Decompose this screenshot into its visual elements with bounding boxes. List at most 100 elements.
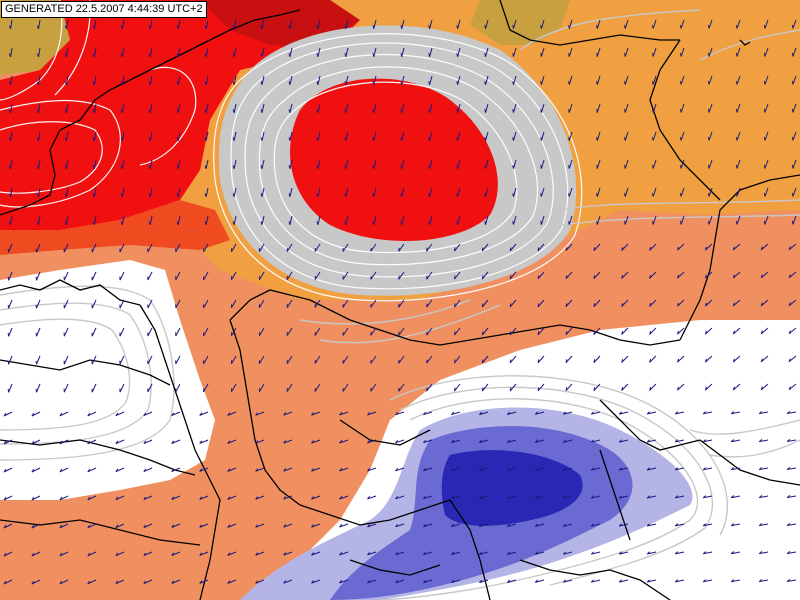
wind-vector-head — [680, 221, 682, 225]
wind-vector-head — [540, 193, 542, 197]
wind-vector-head — [372, 165, 375, 169]
wind-vector-icon — [283, 495, 293, 500]
wind-vector-icon — [677, 299, 685, 307]
wind-vector-icon — [286, 299, 293, 308]
wind-vector-icon — [231, 271, 237, 281]
wind-vector-icon — [203, 299, 209, 309]
red-orange-zone — [0, 200, 230, 255]
wind-vector-head — [92, 81, 95, 86]
wind-vector-icon — [429, 159, 433, 169]
wind-vector-head — [395, 579, 399, 584]
wind-vector-head — [92, 25, 95, 30]
wind-vector-icon — [788, 243, 797, 251]
wind-vector-head — [3, 552, 7, 557]
wind-vector-icon — [401, 215, 405, 225]
wind-vector-icon — [647, 467, 657, 471]
wind-vector-head — [512, 193, 514, 197]
wind-vector-icon — [345, 103, 349, 113]
wind-vector-icon — [568, 75, 573, 85]
wind-vector-head — [512, 81, 514, 85]
wind-vector-icon — [8, 327, 13, 337]
wind-vector-icon — [703, 551, 713, 555]
wind-vector-head — [3, 496, 7, 501]
wind-vector-icon — [788, 271, 797, 279]
wind-vector-icon — [759, 579, 769, 583]
wind-vector-head — [708, 136, 710, 141]
wind-vector-icon — [38, 47, 41, 57]
wind-vector-icon — [373, 75, 377, 85]
wind-vector-head — [120, 193, 123, 197]
wind-vector-icon — [3, 579, 13, 585]
wind-vector-icon — [593, 355, 601, 363]
wind-vector-icon — [147, 271, 153, 281]
wind-vector-head — [596, 221, 598, 225]
wind-vector-head — [8, 137, 12, 142]
wind-vector-icon — [283, 579, 293, 584]
wind-vector-head — [36, 137, 39, 142]
wind-vector-icon — [87, 523, 97, 529]
wind-vector-head — [624, 25, 626, 29]
wind-vector-icon — [149, 131, 153, 141]
wind-vector-icon — [283, 551, 293, 556]
wind-vector-icon — [732, 299, 741, 307]
wind-vector-icon — [199, 467, 209, 472]
wind-vector-head — [148, 25, 151, 29]
wind-vector-icon — [537, 243, 545, 252]
wind-vector-icon — [205, 103, 209, 113]
wind-vector-head — [702, 523, 707, 527]
wind-vector-head — [454, 331, 456, 336]
wind-vector-icon — [736, 159, 741, 169]
wind-vector-head — [395, 439, 399, 444]
wind-vector-icon — [205, 47, 209, 57]
wind-vector-head — [590, 439, 595, 443]
wind-vector-head — [36, 81, 39, 86]
wind-vector-icon — [203, 355, 209, 365]
wind-vector-icon — [677, 327, 685, 335]
wind-vector-head — [590, 579, 595, 583]
wind-vector-icon — [91, 243, 97, 253]
wind-vector-head — [255, 496, 259, 500]
wind-vector-icon — [759, 551, 769, 555]
wind-vector-head — [367, 439, 371, 444]
wind-vector-icon — [311, 467, 321, 472]
wind-vector-icon — [513, 131, 517, 141]
wind-vector-icon — [591, 551, 601, 555]
wind-vector-head — [288, 193, 291, 197]
wind-vector-head — [31, 440, 35, 445]
wind-vector-head — [339, 468, 343, 472]
wind-vector-icon — [624, 215, 629, 225]
wind-vector-icon — [395, 523, 405, 528]
wind-vector-head — [148, 53, 151, 57]
wind-vector-icon — [3, 439, 13, 445]
wind-vector-head — [730, 579, 735, 583]
wind-vector-head — [735, 164, 738, 169]
wind-vector-head — [423, 551, 427, 556]
wind-vector-head — [199, 496, 203, 500]
wind-vector-icon — [87, 467, 97, 473]
wind-vector-head — [763, 192, 766, 197]
wind-vector-icon — [373, 103, 377, 113]
wind-vector-icon — [175, 299, 181, 309]
wind-vector-head — [479, 579, 483, 583]
wind-vector-head — [176, 81, 179, 85]
wind-vector-icon — [703, 411, 713, 415]
wind-vector-icon — [596, 187, 601, 197]
wind-vector-head — [87, 524, 91, 529]
wind-vector-head — [288, 137, 291, 141]
wind-vector-icon — [703, 467, 713, 471]
wind-vector-icon — [345, 215, 349, 225]
wind-vector-head — [260, 193, 263, 197]
wind-vector-head — [423, 411, 427, 416]
wind-vector-icon — [429, 187, 433, 197]
wind-vector-head — [791, 80, 794, 85]
wind-vector-head — [730, 467, 735, 471]
wind-vector-head — [677, 246, 680, 251]
wind-vector-icon — [593, 271, 601, 279]
wind-vector-head — [590, 467, 595, 471]
wind-vector-head — [428, 53, 431, 57]
wind-vector-icon — [231, 355, 237, 365]
wind-vector-head — [204, 221, 207, 225]
wind-vector-head — [484, 25, 486, 29]
wind-vector-head — [36, 25, 39, 30]
wind-vector-head — [232, 193, 235, 197]
